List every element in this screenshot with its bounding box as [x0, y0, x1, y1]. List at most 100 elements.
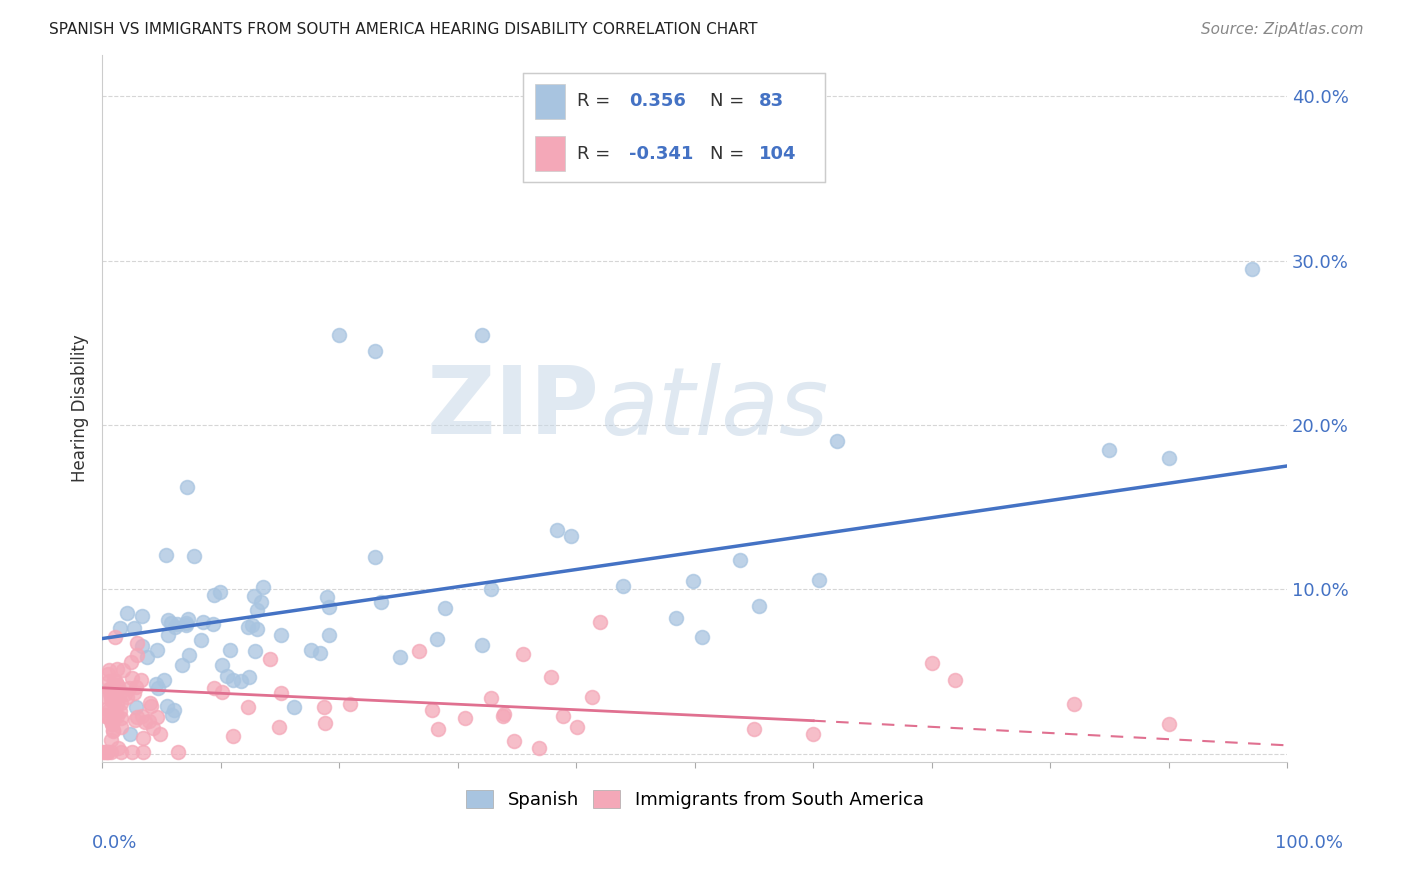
Point [229, 674, 252, 689]
Point [101, 724, 124, 739]
Point [160, 708, 183, 723]
Legend: Spanish, Immigrants from South America: Spanish, Immigrants from South America [458, 782, 931, 816]
Point [364, 549, 387, 564]
Point [470, 327, 492, 342]
Point [104, 630, 127, 644]
Point [177, 648, 200, 662]
Text: Source: ZipAtlas.com: Source: ZipAtlas.com [1201, 22, 1364, 37]
Point [96, 745, 118, 759]
Point [104, 675, 127, 690]
Point [222, 673, 245, 688]
Point [408, 644, 430, 658]
Point [157, 628, 180, 642]
Text: ZIP: ZIP [427, 362, 600, 454]
Point [101, 690, 124, 704]
Point [1098, 442, 1121, 457]
Point [177, 612, 200, 626]
Point [122, 685, 145, 699]
Point [136, 649, 159, 664]
Point [170, 658, 193, 673]
Point [612, 579, 634, 593]
Point [104, 706, 127, 721]
Point [132, 731, 155, 745]
Point [139, 696, 162, 710]
Point [120, 655, 142, 669]
Point [1240, 261, 1263, 276]
Point [94, 709, 117, 723]
Point [318, 600, 340, 615]
Point [1157, 717, 1180, 731]
Point [512, 647, 534, 661]
Point [138, 714, 160, 729]
Point [93, 745, 115, 759]
Point [115, 607, 138, 621]
Point [565, 720, 588, 734]
Point [124, 713, 146, 727]
Point [243, 644, 266, 658]
Point [454, 711, 477, 725]
Point [145, 677, 167, 691]
Point [101, 681, 124, 695]
Point [581, 690, 603, 704]
Point [246, 622, 269, 636]
Point [125, 700, 148, 714]
Point [127, 636, 149, 650]
Point [270, 686, 292, 700]
Point [98, 687, 121, 701]
Point [202, 617, 225, 632]
Point [426, 632, 449, 647]
Point [217, 669, 239, 683]
Point [174, 617, 197, 632]
Point [1063, 698, 1085, 712]
Point [101, 716, 124, 731]
Point [165, 620, 187, 634]
Point [107, 741, 129, 756]
Point [132, 745, 155, 759]
Point [540, 670, 562, 684]
Point [318, 628, 340, 642]
Point [108, 704, 131, 718]
Point [101, 716, 124, 731]
Point [690, 631, 713, 645]
Point [110, 686, 132, 700]
Point [160, 615, 183, 630]
Point [156, 699, 179, 714]
Point [427, 722, 450, 736]
Point [202, 588, 225, 602]
Point [100, 745, 122, 759]
Point [479, 691, 502, 706]
Text: atlas: atlas [600, 363, 828, 454]
Point [682, 574, 704, 588]
Point [589, 146, 612, 161]
Point [96, 702, 118, 716]
Point [479, 582, 502, 596]
Point [114, 687, 136, 701]
Point [314, 715, 336, 730]
Point [183, 549, 205, 563]
Point [945, 673, 967, 687]
Point [665, 611, 688, 625]
Point [134, 715, 156, 730]
Point [156, 613, 179, 627]
Point [110, 720, 132, 734]
Point [728, 553, 751, 567]
Point [118, 681, 141, 696]
Point [110, 711, 132, 725]
Point [283, 699, 305, 714]
Point [124, 621, 146, 635]
Point [202, 681, 225, 695]
Point [97, 703, 120, 717]
Point [146, 709, 169, 723]
Text: SPANISH VS IMMIGRANTS FROM SOUTH AMERICA HEARING DISABILITY CORRELATION CHART: SPANISH VS IMMIGRANTS FROM SOUTH AMERICA… [49, 22, 758, 37]
Point [146, 681, 169, 695]
Point [145, 642, 167, 657]
Point [166, 617, 188, 632]
Point [97, 667, 120, 681]
Point [269, 720, 291, 734]
Point [246, 603, 269, 617]
Point [191, 615, 214, 630]
Point [163, 704, 186, 718]
Point [108, 621, 131, 635]
Point [921, 656, 943, 670]
Point [153, 673, 176, 687]
